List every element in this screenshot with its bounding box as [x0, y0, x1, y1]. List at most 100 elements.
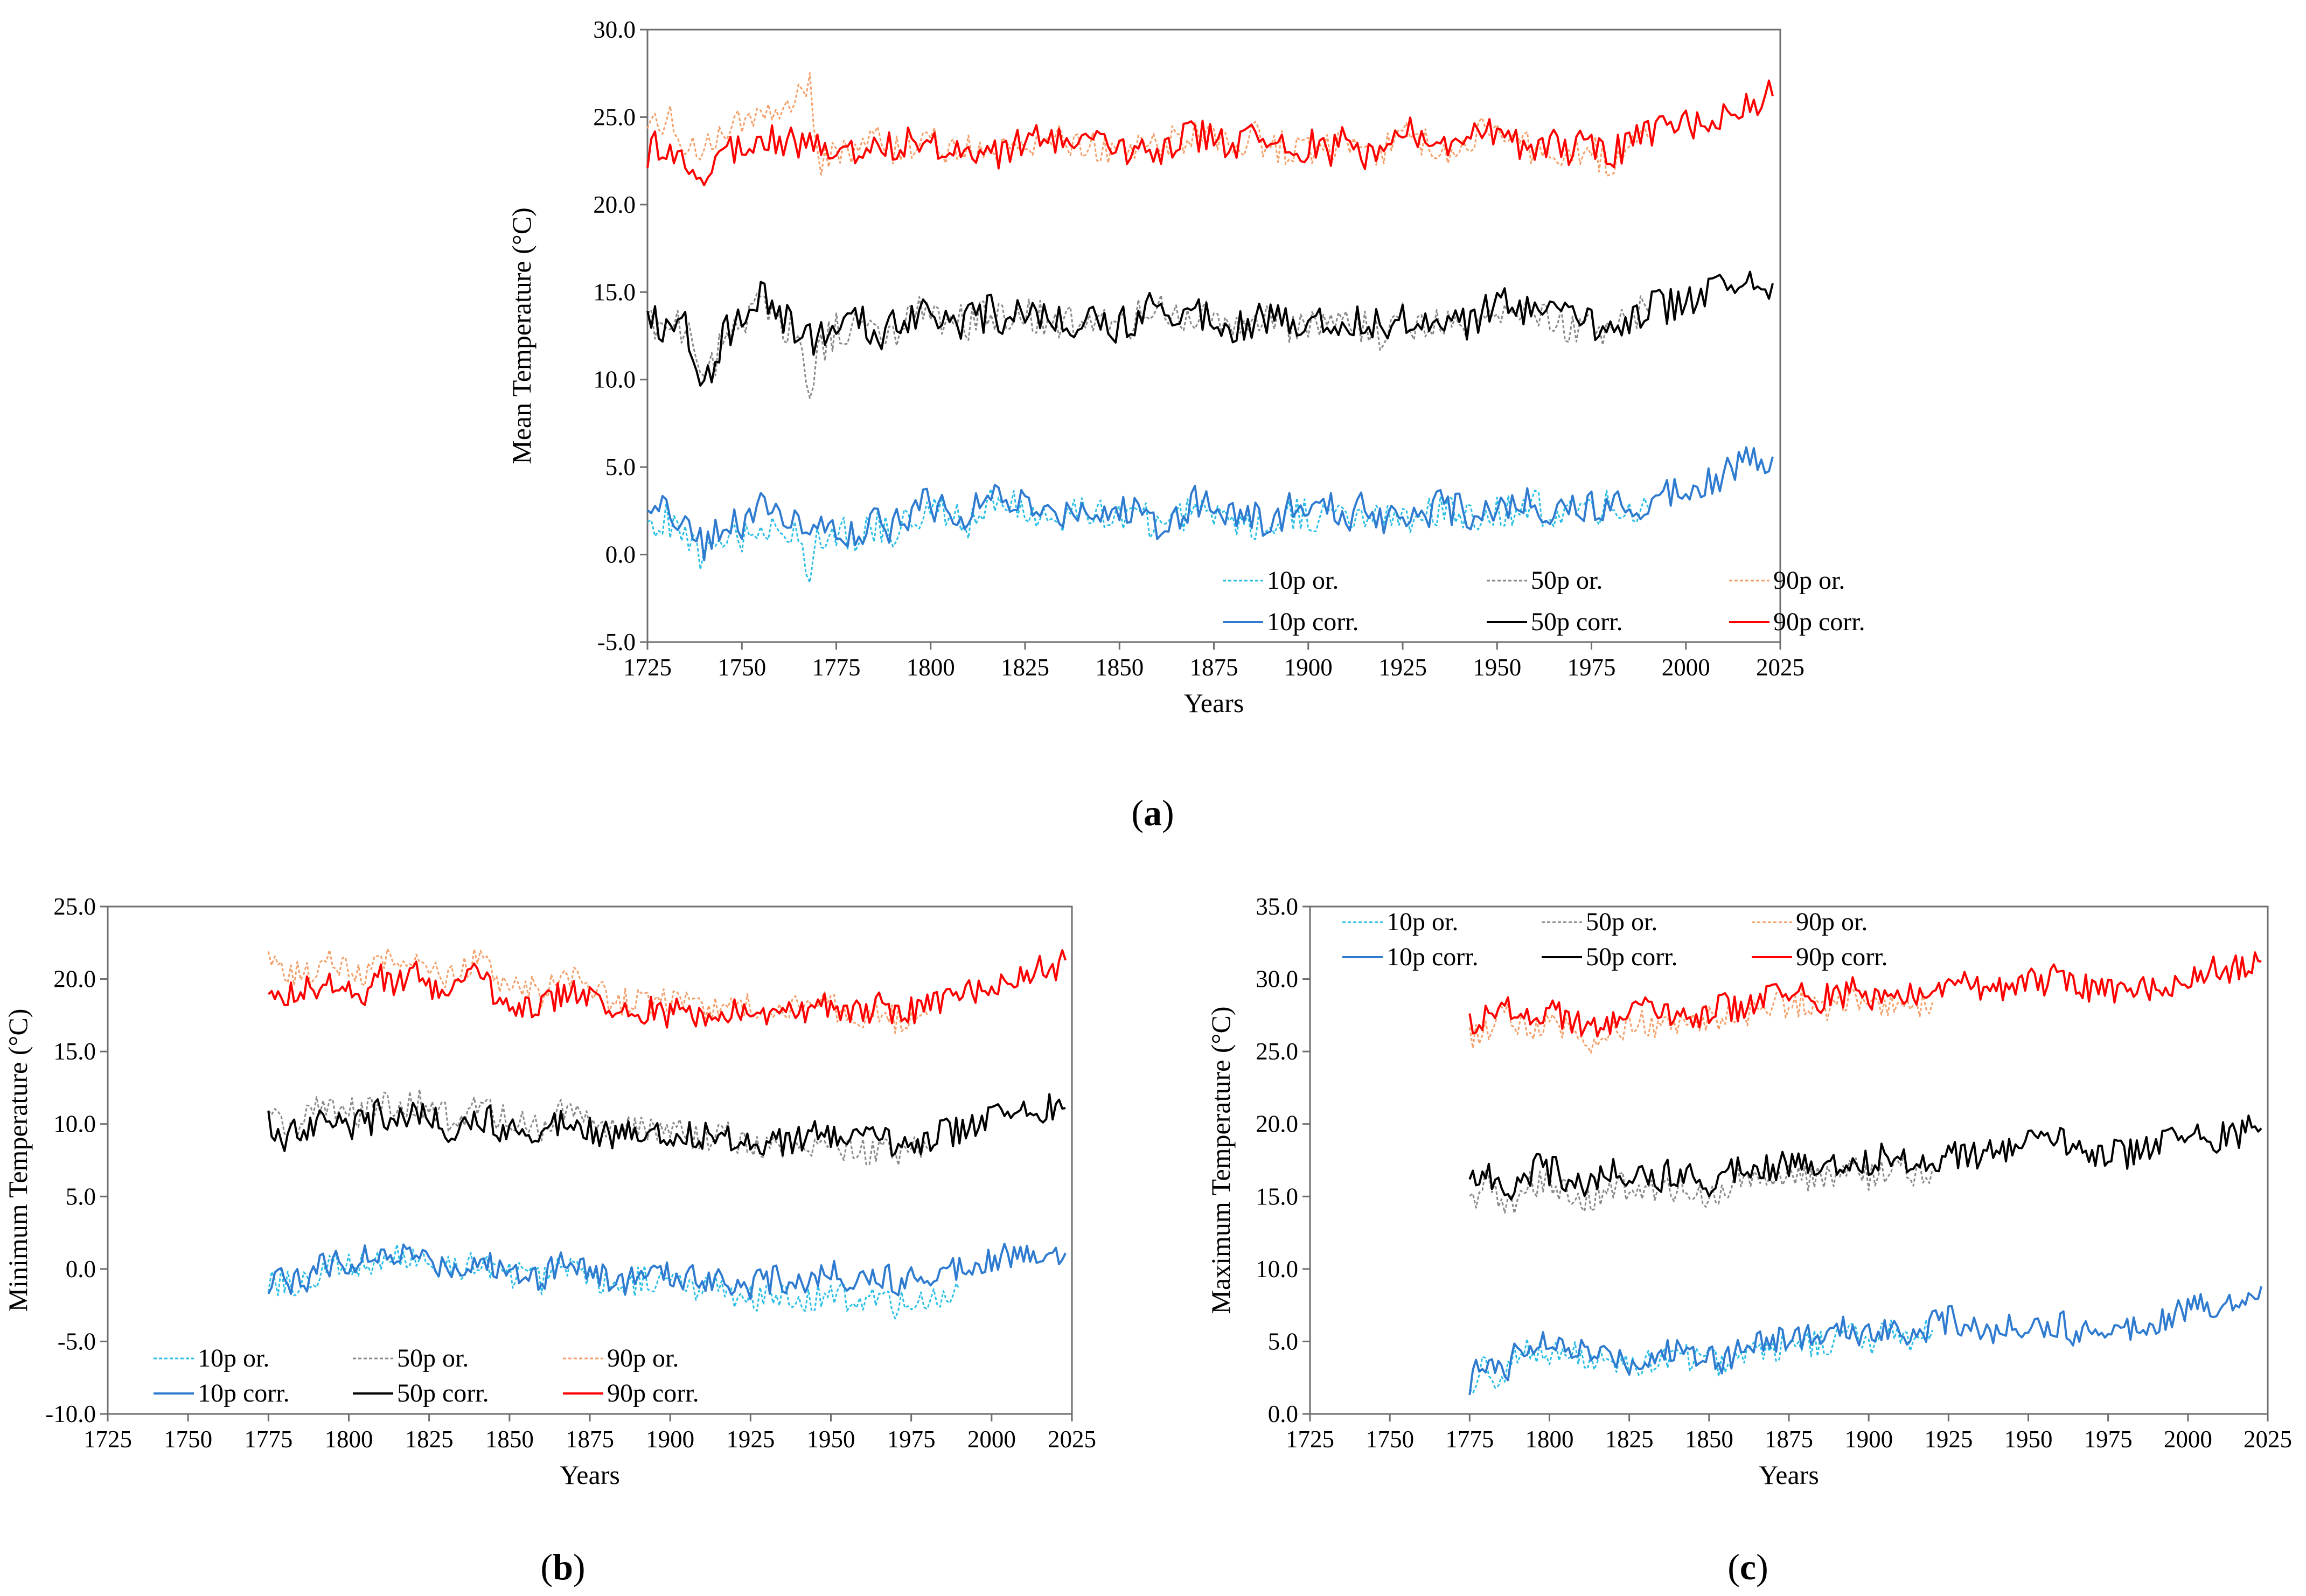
y-tick-label: 0.0	[1268, 1400, 1298, 1427]
y-tick-label: 35.0	[1256, 893, 1298, 920]
y-tick-label: 0.0	[66, 1256, 96, 1283]
y-tick-label: 25.0	[1256, 1038, 1298, 1065]
x-axis-label: Years	[560, 1460, 620, 1490]
series-line-50p-corr	[267, 1093, 1066, 1157]
y-tick-label: -5.0	[58, 1328, 96, 1355]
legend-label: 90p or.	[607, 1344, 679, 1372]
x-axis-label: Years	[1184, 688, 1244, 718]
legend-label: 90p corr.	[1796, 943, 1888, 971]
series-line-90p-or	[646, 72, 1649, 177]
x-tick-label: 1725	[623, 654, 672, 681]
y-axis-label: Mean Temperature (°C)	[506, 207, 537, 464]
x-tick-label: 1950	[2004, 1426, 2053, 1453]
x-tick-label: 1850	[1685, 1426, 1733, 1453]
x-tick-label: 1875	[1190, 654, 1238, 681]
chart-panel-b: (b) -10.0 -5.0 0.0 5.0 10.0 15.0 20.0 25.0 1725 1…	[3, 893, 1096, 1587]
series-line-10p-corr	[1468, 1286, 2263, 1396]
series-line-90p-corr	[1468, 951, 2262, 1038]
legend-label: 90p corr.	[1773, 608, 1865, 636]
legend: 10p or. 50p or. 90p or. 10p corr. 50p corr. 9…	[1223, 566, 1865, 636]
x-tick-label: 1875	[1765, 1426, 1813, 1453]
legend-label: 50p or.	[397, 1344, 469, 1372]
x-tick-label: 1900	[1844, 1426, 1893, 1453]
y-tick-label: -10.0	[45, 1400, 96, 1427]
x-tick-label: 2025	[1756, 654, 1805, 681]
series-line-50p-corr	[1468, 1114, 2262, 1201]
x-tick-label: 1925	[1924, 1426, 1973, 1453]
x-tick-label: 1975	[1567, 654, 1616, 681]
x-tick-label: 1925	[1378, 654, 1427, 681]
y-tick-label: 15.0	[1256, 1183, 1298, 1210]
y-tick-label: 5.0	[1268, 1328, 1298, 1355]
y-tick-label: 20.0	[1256, 1111, 1298, 1138]
x-tick-label: 2000	[1662, 654, 1710, 681]
x-tick-label: 1800	[907, 654, 955, 681]
y-tick-label: 10.0	[593, 366, 636, 393]
x-tick-label: 1975	[2084, 1426, 2133, 1453]
x-tick-label: 1825	[1605, 1426, 1654, 1453]
legend-label: 90p or.	[1773, 566, 1845, 595]
series-line-50p-corr	[646, 270, 1774, 387]
x-tick-label: 1775	[812, 654, 861, 681]
x-tick-label: 1750	[1366, 1426, 1414, 1453]
legend-label: 50p corr.	[397, 1379, 489, 1407]
x-tick-label: 1850	[1095, 654, 1144, 681]
y-tick-label: 30.0	[593, 16, 636, 43]
legend: 10p or. 50p or. 90p or. 10p corr. 50p corr. 9…	[1342, 908, 1888, 971]
legend-label: 50p or.	[1586, 908, 1657, 936]
x-tick-label: 1975	[887, 1426, 936, 1453]
legend: 10p or. 50p or. 90p or. 10p corr. 50p corr. 9…	[154, 1344, 699, 1407]
series-line-90p-or	[267, 948, 928, 1034]
legend-label: 10p or.	[1387, 908, 1458, 936]
y-tick-label: 15.0	[593, 278, 636, 305]
series-line-50p-or	[268, 1089, 928, 1166]
panel-c-caption: (c)	[1727, 1546, 1768, 1587]
series-line-10p-or	[647, 488, 1649, 583]
x-tick-label: 1825	[405, 1426, 454, 1453]
y-tick-label: 5.0	[66, 1183, 96, 1210]
x-tick-label: 1800	[1525, 1426, 1574, 1453]
plot-frame	[107, 905, 1073, 1415]
x-tick-label: 1875	[566, 1426, 614, 1453]
legend-label: 90p corr.	[607, 1379, 699, 1407]
legend-label: 50p corr.	[1531, 608, 1623, 636]
series-line-50p-or	[646, 292, 1649, 399]
x-tick-label: 1900	[1284, 654, 1333, 681]
legend-label: 10p or.	[198, 1344, 269, 1372]
series-line-10p-corr	[646, 446, 1774, 562]
y-tick-label: 25.0	[593, 103, 636, 130]
y-tick-label: 25.0	[53, 893, 96, 920]
chart-panel-c: (c) 0.0 5.0 10.0 15.0 20.0 25.0 30.0 35.0 1725 17…	[1206, 893, 2292, 1587]
x-tick-label: 1750	[717, 654, 766, 681]
x-tick-label: 1825	[1001, 654, 1049, 681]
series-line-90p-corr	[646, 79, 1774, 186]
x-tick-label: 2025	[1048, 1426, 1096, 1453]
y-axis-label: Minimum Temperature (°C)	[3, 1009, 33, 1312]
x-tick-label: 2000	[967, 1426, 1016, 1453]
x-tick-label: 1950	[1473, 654, 1521, 681]
legend-label: 10p corr.	[198, 1379, 290, 1407]
y-tick-label: 10.0	[1256, 1256, 1298, 1283]
series-line-10p-or	[267, 1243, 960, 1320]
x-tick-label: 1750	[164, 1426, 212, 1453]
legend-label: 10p corr.	[1267, 608, 1359, 636]
x-tick-label: 1850	[485, 1426, 534, 1453]
legend-label: 50p corr.	[1586, 943, 1678, 971]
y-tick-label: 10.0	[53, 1111, 96, 1138]
series-line-90p-corr	[267, 949, 1067, 1029]
legend-label: 50p or.	[1531, 566, 1603, 595]
y-tick-label: 0.0	[605, 541, 636, 568]
y-axis-label: Maximum Temperature (°C)	[1206, 1007, 1236, 1314]
legend-label: 10p or.	[1267, 566, 1339, 595]
y-tick-label: 30.0	[1256, 966, 1298, 993]
legend-label: 10p corr.	[1387, 943, 1479, 971]
x-tick-label: 1775	[1445, 1426, 1494, 1453]
y-tick-label: 15.0	[53, 1038, 96, 1065]
series-line-10p-corr	[267, 1243, 1067, 1300]
x-tick-label: 1925	[726, 1426, 775, 1453]
panel-a-caption: (a)	[1131, 792, 1174, 833]
x-tick-label: 1800	[325, 1426, 373, 1453]
y-tick-label: 20.0	[53, 966, 96, 993]
x-tick-label: 1900	[646, 1426, 694, 1453]
x-tick-label: 2000	[2164, 1426, 2212, 1453]
